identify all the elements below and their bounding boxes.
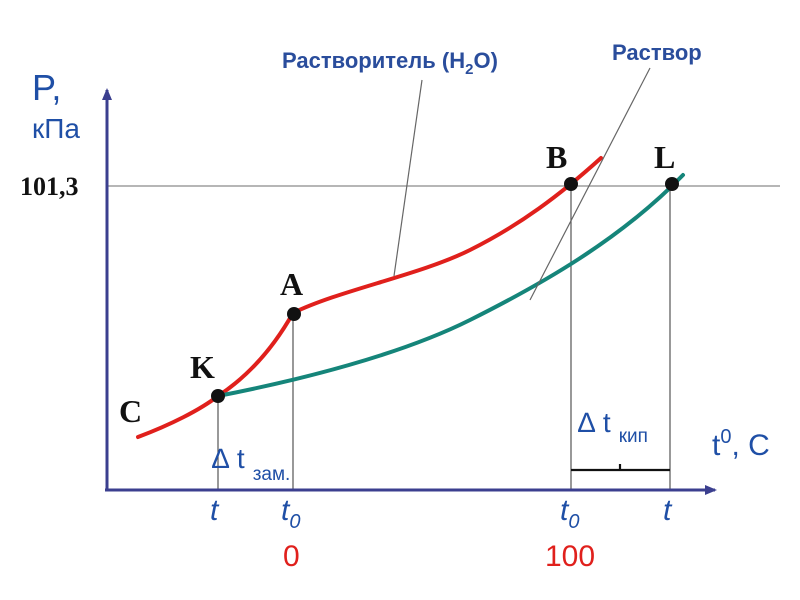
tick-t0-boil: t0 [560,494,579,533]
x-axis-label: t0, C [712,426,770,462]
point-label-a: A [280,266,303,302]
pressure-value-label: 101,3 [20,172,79,201]
solvent-callout: Растворитель (H2O) [282,48,498,78]
point-label-l: L [654,139,675,175]
point-a [287,307,301,321]
delta-boil-label: ∆ t кип [578,407,648,447]
y-axis-symbol: P, [32,67,61,108]
solvent-leader-line [393,79,423,277]
freeze-value: 0 [283,540,300,573]
boil-value: 100 [545,540,595,573]
point-k [211,389,225,403]
y-axis-unit: кПа [32,113,80,144]
solution-callout: Раствор [612,40,702,65]
point-b [564,177,578,191]
tick-t-boil-solution: t [663,494,673,527]
point-label-k: K [190,349,215,385]
delta-freeze-label: ∆ tзам. [212,443,290,485]
point-label-b: B [546,139,567,175]
tick-t0-freeze: t0 [281,494,300,533]
tick-t-freeze-solution: t [210,494,220,527]
point-label-c: C [119,393,142,429]
solution-leader-line [529,67,651,301]
solution-curve [216,173,685,398]
point-l [665,177,679,191]
solvent-curve [136,156,603,439]
